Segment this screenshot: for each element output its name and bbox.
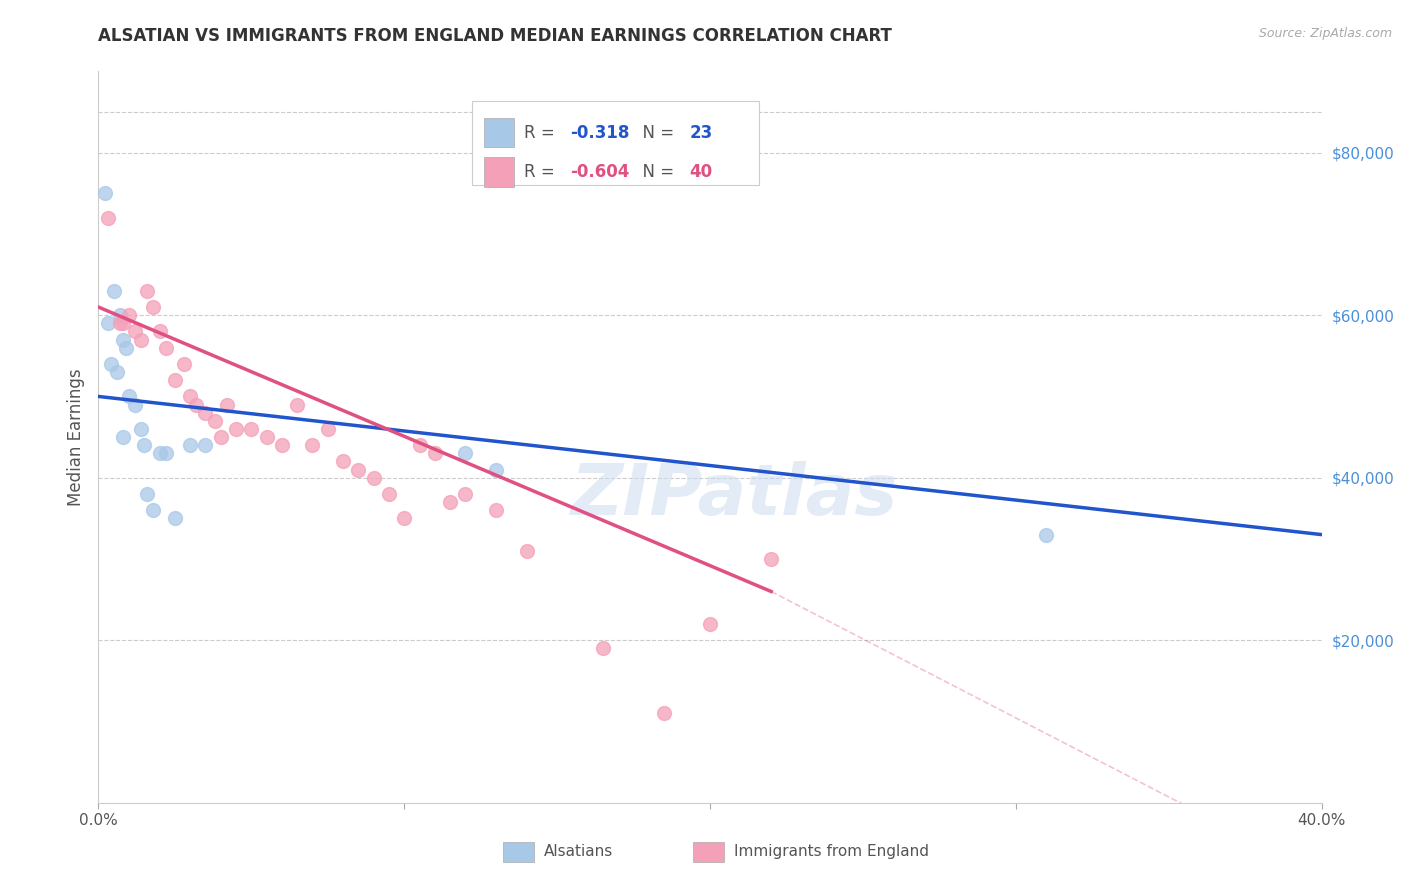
Point [93,186,115,201]
Point [142,300,165,314]
Point [194,438,217,452]
Point [129,333,152,347]
Bar [484,158,515,186]
Point [516,544,538,558]
Point [423,446,446,460]
Point [454,446,477,460]
Point [225,422,247,436]
Text: N =: N = [631,124,679,142]
Point [186,398,208,412]
Point [215,398,238,412]
Point [256,430,278,444]
Point [240,422,263,436]
Point [759,552,782,566]
Point [118,308,141,322]
Point [124,398,146,412]
Point [209,430,232,444]
Point [699,617,721,632]
Point [111,430,134,444]
Point [408,438,430,452]
Text: 40: 40 [689,163,713,181]
Text: -0.604: -0.604 [571,163,630,181]
Text: Source: ZipAtlas.com: Source: ZipAtlas.com [1258,27,1392,40]
Point [173,357,195,371]
Point [155,446,177,460]
Point [179,438,201,452]
Point [142,503,165,517]
Point [485,503,508,517]
Point [454,487,477,501]
Point [115,341,138,355]
Point [118,389,141,403]
Point [592,641,614,656]
Point [111,333,134,347]
Bar [484,118,515,147]
Point [149,325,172,339]
Text: ALSATIAN VS IMMIGRANTS FROM ENGLAND MEDIAN EARNINGS CORRELATION CHART: ALSATIAN VS IMMIGRANTS FROM ENGLAND MEDI… [98,27,893,45]
Point [111,316,134,330]
Point [97,211,120,225]
Y-axis label: Median Earnings: Median Earnings [66,368,84,506]
Text: R =: R = [524,163,560,181]
Point [134,438,156,452]
Point [136,487,159,501]
Point [363,471,385,485]
Point [332,454,354,468]
Text: -0.318: -0.318 [571,124,630,142]
Point [179,389,201,403]
Text: N =: N = [631,163,679,181]
Point [129,422,152,436]
Point [392,511,416,525]
Point [108,316,131,330]
Point [485,462,508,476]
Point [301,438,323,452]
Point [163,511,186,525]
Point [652,706,675,721]
Point [1035,527,1057,541]
Point [136,284,159,298]
Point [316,422,339,436]
Point [270,438,292,452]
Point [103,284,125,298]
Point [105,365,128,379]
Point [204,414,226,428]
FancyBboxPatch shape [471,101,759,185]
Point [378,487,401,501]
Point [285,398,308,412]
Text: Alsatians: Alsatians [544,845,613,859]
Point [149,446,172,460]
Text: 23: 23 [689,124,713,142]
Point [155,341,177,355]
Point [194,406,217,420]
Point [347,462,370,476]
Point [124,325,146,339]
Text: Immigrants from England: Immigrants from England [734,845,929,859]
Point [97,316,120,330]
Point [163,373,186,387]
Point [439,495,461,509]
Point [100,357,122,371]
Text: R =: R = [524,124,560,142]
Point [108,308,131,322]
Text: ZIPatlas: ZIPatlas [571,461,898,530]
